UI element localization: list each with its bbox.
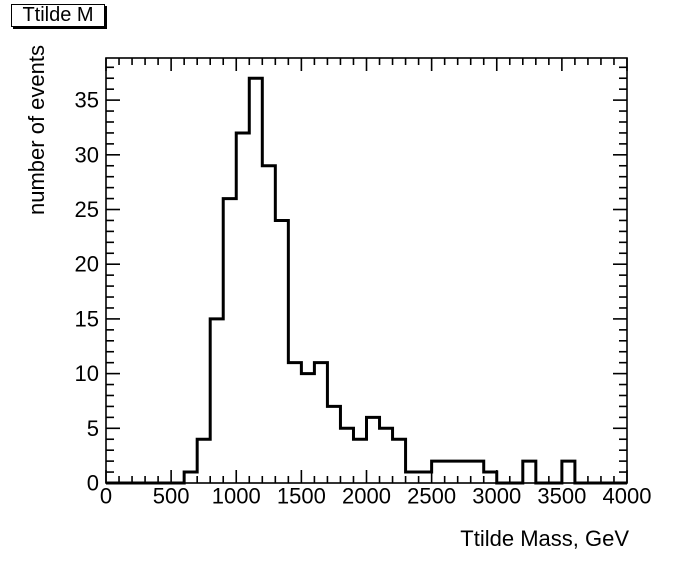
x-tick-label: 2000 bbox=[342, 484, 391, 509]
y-axis-title: number of events bbox=[24, 45, 49, 215]
x-tick-label: 500 bbox=[153, 484, 190, 509]
x-tick-label: 1500 bbox=[277, 484, 326, 509]
x-axis-title: Ttilde Mass, GeV bbox=[460, 526, 629, 551]
x-tick-label: 3500 bbox=[537, 484, 586, 509]
y-tick-label: 35 bbox=[75, 88, 99, 113]
histogram-line bbox=[106, 76, 627, 485]
y-tick-label: 20 bbox=[75, 252, 99, 277]
x-tick-label: 2500 bbox=[407, 484, 456, 509]
x-tick-label: 3000 bbox=[472, 484, 521, 509]
histogram-title-box: Ttilde M bbox=[11, 4, 105, 27]
x-tick-label: 0 bbox=[100, 484, 112, 509]
x-tick-label: 1000 bbox=[212, 484, 261, 509]
y-tick-label: 15 bbox=[75, 306, 99, 331]
histogram-title: Ttilde M bbox=[22, 4, 94, 26]
y-tick-label: 10 bbox=[75, 361, 99, 386]
y-tick-label: 5 bbox=[87, 416, 99, 441]
y-tick-label: 25 bbox=[75, 197, 99, 222]
axes-layer: 0 500 1000 1500 2000 2500 3000 3500 4000 0 5 10 15 20… bbox=[75, 57, 652, 509]
x-tick-label: 4000 bbox=[603, 484, 652, 509]
y-tick-label: 0 bbox=[87, 471, 99, 496]
y-tick-label: 30 bbox=[75, 142, 99, 167]
